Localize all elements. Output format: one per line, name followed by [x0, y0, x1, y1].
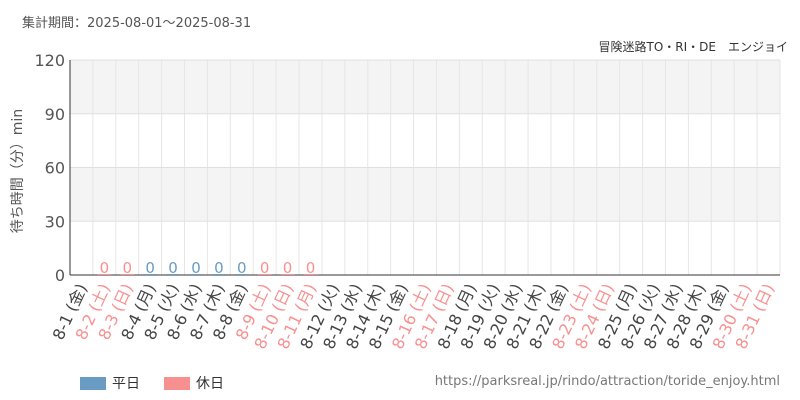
data-label: 0	[145, 259, 155, 277]
attraction-name: 冒険迷路TO・RI・DE エンジョイ	[598, 40, 788, 54]
y-tick-label: 60	[45, 159, 65, 178]
bar	[280, 274, 295, 275]
legend-weekday-label: 平日	[112, 376, 140, 392]
bar	[97, 274, 112, 275]
bar	[143, 274, 158, 275]
legend: 平日 休日	[80, 373, 224, 393]
data-label: 0	[122, 259, 132, 277]
data-label: 0	[237, 259, 247, 277]
data-label: 0	[306, 259, 316, 277]
bar	[166, 274, 180, 275]
bar	[303, 274, 318, 275]
y-axis-title: 待ち時間（分）min	[10, 109, 26, 233]
data-label: 0	[260, 259, 270, 277]
legend-holiday-swatch	[164, 376, 190, 390]
bar	[234, 274, 249, 275]
y-tick-label: 30	[45, 212, 65, 231]
source-url[interactable]: https://parksreal.jp/rindo/attraction/to…	[434, 374, 780, 389]
bar	[120, 274, 135, 275]
period-text: 集計期間：2025-08-01〜2025-08-31	[22, 16, 252, 31]
grid-band	[70, 60, 780, 114]
data-label: 0	[214, 259, 224, 277]
legend-holiday: 休日	[164, 373, 224, 393]
bar	[212, 274, 226, 275]
y-tick-label: 90	[45, 105, 65, 124]
bar	[257, 274, 272, 275]
legend-weekday: 平日	[80, 373, 140, 393]
data-label: 0	[191, 259, 201, 277]
legend-weekday-swatch	[80, 376, 106, 390]
y-tick-label: 120	[34, 51, 65, 70]
data-label: 0	[100, 259, 110, 277]
svg-text:待ち時間（分）min: 待ち時間（分）min	[10, 109, 26, 233]
grid-band	[70, 167, 780, 222]
y-tick-label: 0	[55, 266, 65, 285]
legend-holiday-label: 休日	[196, 376, 224, 392]
data-label: 0	[283, 259, 293, 277]
bar	[189, 274, 203, 275]
data-label: 0	[168, 259, 178, 277]
